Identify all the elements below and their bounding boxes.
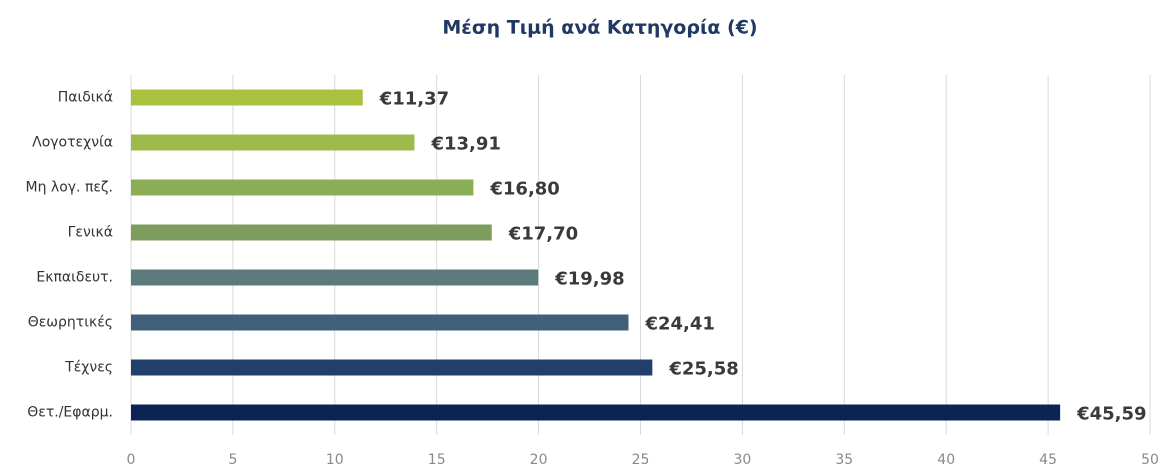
x-tick-label: 25 <box>632 452 650 466</box>
x-tick-label: 50 <box>1141 452 1159 466</box>
bar <box>131 134 415 151</box>
value-label: €13,91 <box>430 134 500 155</box>
value-label: €17,70 <box>508 224 578 245</box>
x-tick-label: 10 <box>326 452 344 466</box>
value-label: €11,37 <box>379 89 449 110</box>
x-tick-label: 45 <box>1039 452 1057 466</box>
chart-title: Μέση Τιμή ανά Κατηγορία (€) <box>442 17 757 39</box>
x-tick-label: 40 <box>937 452 955 466</box>
y-tick-label: Λογοτεχνία <box>32 135 113 151</box>
value-label: €16,80 <box>489 179 559 200</box>
bar <box>131 314 629 331</box>
value-label: €25,58 <box>668 359 738 380</box>
bar <box>131 269 539 286</box>
y-tick-label: Εκπαιδευτ. <box>36 270 113 286</box>
y-tick-label: Παιδικά <box>58 90 113 106</box>
x-tick-label: 15 <box>428 452 446 466</box>
value-label: €45,59 <box>1076 404 1146 425</box>
x-tick-label: 30 <box>733 452 751 466</box>
x-tick-label: 20 <box>530 452 548 466</box>
bar <box>131 89 363 106</box>
y-tick-label: Τέχνες <box>64 360 113 376</box>
y-tick-label: Μη λογ. πεζ. <box>26 180 114 196</box>
value-label: €24,41 <box>644 314 714 335</box>
y-tick-label: Θεωρητικές <box>28 315 113 331</box>
x-tick-label: 35 <box>835 452 853 466</box>
bar <box>131 179 474 196</box>
y-tick-label: Θετ./Εφαρμ. <box>27 405 113 421</box>
x-tick-label: 5 <box>228 452 237 466</box>
bar <box>131 224 492 241</box>
y-tick-label: Γενικά <box>68 225 113 241</box>
value-label: €19,98 <box>554 269 624 290</box>
x-tick-label: 0 <box>127 452 136 466</box>
bar <box>131 359 653 376</box>
bar <box>131 404 1061 421</box>
